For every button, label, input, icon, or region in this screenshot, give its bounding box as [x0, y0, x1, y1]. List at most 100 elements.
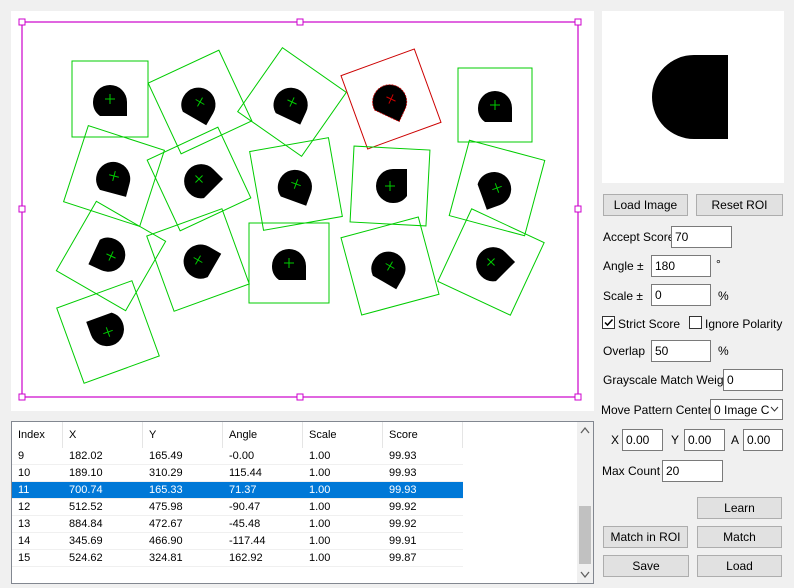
y-input[interactable]: 0.00	[684, 429, 725, 451]
table-cell: 182.02	[69, 450, 103, 462]
ignore-polarity-checkbox[interactable]	[689, 316, 702, 329]
match-result[interactable]	[56, 280, 160, 384]
table-cell: 310.29	[149, 467, 183, 479]
table-cell: 99.93	[389, 484, 417, 496]
table-cell: 884.84	[69, 518, 103, 530]
table-cell: 512.52	[69, 501, 103, 513]
pattern-preview	[602, 11, 784, 183]
save-button[interactable]: Save	[603, 555, 689, 577]
max-count-label: Max Count	[602, 464, 661, 478]
match-result[interactable]	[340, 48, 442, 150]
scroll-up-icon[interactable]	[580, 426, 590, 434]
table-row[interactable]: 9 182.02 165.49 -0.00 1.00 99.93	[12, 448, 463, 465]
load-button[interactable]: Load	[697, 555, 782, 577]
accept-score-input[interactable]: 70	[671, 226, 732, 248]
table-row[interactable]: 14 345.69 466.90 -117.44 1.00 99.91	[12, 533, 463, 550]
scroll-down-icon[interactable]	[580, 571, 590, 579]
roi-handle[interactable]	[18, 18, 26, 26]
accept-score-label: Accept Score	[603, 230, 675, 244]
table-cell: 11	[18, 484, 30, 496]
table-cell: 1.00	[309, 518, 331, 530]
overlap-input[interactable]: 50	[651, 340, 711, 362]
roi-handle[interactable]	[18, 205, 26, 213]
table-cell: 165.49	[149, 450, 183, 462]
match-result[interactable]	[146, 126, 252, 232]
table-scrollbar[interactable]	[577, 422, 593, 583]
table-cell: 99.93	[389, 450, 417, 462]
table-cell: 1.00	[309, 467, 331, 479]
match-result[interactable]	[55, 200, 167, 312]
table-cell: 9	[18, 450, 25, 462]
column-header[interactable]: Index	[12, 422, 63, 448]
roi-handle[interactable]	[574, 205, 582, 213]
results-table[interactable]: Index X Y Angle Scale Score 9 182.02 165.49 -0.0…	[11, 421, 594, 584]
table-cell: 466.90	[149, 535, 183, 547]
table-cell: -45.48	[229, 518, 261, 530]
angle-label: Angle ±	[603, 259, 644, 273]
match-result[interactable]	[249, 137, 343, 231]
column-header[interactable]: X	[63, 422, 143, 448]
x-input[interactable]: 0.00	[622, 429, 663, 451]
match-result[interactable]	[448, 139, 546, 237]
roi-handle[interactable]	[296, 393, 304, 401]
max-count-input[interactable]: 20	[662, 460, 723, 482]
angle-input[interactable]: 180	[651, 255, 711, 277]
match-button[interactable]: Match	[697, 526, 782, 548]
match-result[interactable]	[71, 60, 149, 138]
table-row[interactable]: 12 512.52 475.98 -90.47 1.00 99.92	[12, 499, 463, 516]
chevron-down-icon	[770, 406, 779, 412]
table-cell: -90.47	[229, 501, 261, 513]
grayscale-weight-label: Grayscale Match Weight	[603, 373, 734, 387]
image-canvas[interactable]	[11, 11, 594, 411]
roi-handle[interactable]	[574, 393, 582, 401]
column-header[interactable]: Y	[143, 422, 223, 448]
a-label: A	[731, 433, 740, 447]
column-header[interactable]: Angle	[223, 422, 303, 448]
ignore-polarity-label: Ignore Polarity	[705, 317, 783, 331]
reset-roi-button[interactable]: Reset ROI	[696, 194, 783, 216]
match-result[interactable]	[62, 124, 166, 228]
match-result[interactable]	[147, 49, 253, 155]
table-row[interactable]: 11 700.74 165.33 71.37 1.00 99.93	[12, 482, 463, 499]
y-label: Y	[671, 433, 680, 447]
column-header[interactable]: Score	[383, 422, 463, 448]
overlap-unit: %	[718, 344, 729, 358]
match-result[interactable]	[437, 208, 545, 316]
learn-button[interactable]: Learn	[697, 497, 782, 519]
table-cell: 524.62	[69, 552, 103, 564]
scroll-thumb[interactable]	[579, 506, 591, 564]
match-result[interactable]	[146, 208, 250, 312]
roi-handle[interactable]	[18, 393, 26, 401]
a-input[interactable]: 0.00	[743, 429, 783, 451]
match-result[interactable]	[248, 222, 330, 304]
table-cell: 99.92	[389, 501, 417, 513]
table-cell: 472.67	[149, 518, 183, 530]
match-result[interactable]	[340, 216, 440, 316]
scale-input[interactable]: 0	[651, 284, 711, 306]
x-label: X	[611, 433, 620, 447]
table-row[interactable]: 13 884.84 472.67 -45.48 1.00 99.92	[12, 516, 463, 533]
table-row[interactable]: 10 189.10 310.29 115.44 1.00 99.93	[12, 465, 463, 482]
table-cell: 700.74	[69, 484, 103, 496]
table-row[interactable]: 15 524.62 324.81 162.92 1.00 99.87	[12, 550, 463, 567]
roi-handle[interactable]	[296, 18, 304, 26]
match-result[interactable]	[236, 46, 348, 158]
table-cell: 165.33	[149, 484, 183, 496]
strict-score-checkbox[interactable]	[602, 316, 615, 329]
table-cell: 10	[18, 467, 31, 479]
table-cell: 115.44	[229, 467, 262, 479]
match-result[interactable]	[349, 145, 431, 227]
table-cell: 12	[18, 501, 31, 513]
table-cell: 1.00	[309, 501, 331, 513]
column-header[interactable]: Scale	[303, 422, 383, 448]
load-image-button[interactable]: Load Image	[603, 194, 688, 216]
table-cell: 1.00	[309, 450, 331, 462]
grayscale-weight-input[interactable]: 0	[723, 369, 783, 391]
match-result[interactable]	[457, 67, 533, 143]
roi-handle[interactable]	[574, 18, 582, 26]
table-cell: 71.37	[229, 484, 257, 496]
table-cell: 13	[18, 518, 31, 530]
move-center-select[interactable]: 0 Image C	[710, 399, 783, 420]
match-in-roi-button[interactable]: Match in ROI	[603, 526, 688, 548]
table-cell: 99.93	[389, 467, 417, 479]
